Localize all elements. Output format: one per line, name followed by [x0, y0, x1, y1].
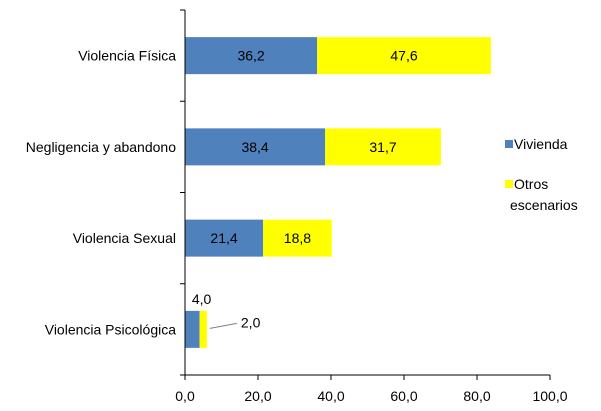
data-label: 4,0 [192, 291, 212, 307]
data-label: 38,4 [241, 139, 268, 155]
data-label: 18,8 [284, 230, 311, 246]
bar-otros-3 [199, 310, 207, 348]
data-label: 36,2 [237, 48, 264, 64]
x-tick-label: 20,0 [244, 388, 271, 404]
bar-vivienda-1 [185, 128, 326, 166]
x-tick-label: 80,0 [463, 388, 490, 404]
category-label: Negligencia y abandono [26, 139, 176, 155]
bar-vivienda-2 [185, 219, 264, 257]
legend-label-vivienda: Vivienda [514, 136, 568, 152]
legend-swatch-vivienda [505, 140, 513, 148]
axes-layer: 0,0 20,0 40,0 60,0 80,0 100,0 [175, 9, 568, 404]
data-label: 21,4 [210, 230, 237, 246]
legend-label-line: Vivienda [514, 136, 568, 152]
legend-label-otros: Otros escenarios [510, 176, 578, 213]
bar-vivienda-0 [185, 37, 318, 75]
x-tick-label: 40,0 [317, 388, 344, 404]
bar-otros-1 [325, 128, 441, 166]
bar-otros-2 [263, 219, 332, 257]
x-tick-label: 0,0 [175, 388, 195, 404]
legend: Vivienda Otros escenarios [505, 136, 578, 213]
data-label: 31,7 [369, 139, 396, 155]
category-label: Violencia Psicológica [45, 321, 176, 337]
x-tick-label: 60,0 [390, 388, 417, 404]
labels-layer: 36,2 47,6 Violencia Física 38,4 31,7 Negligen… [26, 48, 418, 338]
x-tick-label: 100,0 [532, 388, 567, 404]
data-label: 47,6 [390, 48, 417, 64]
category-label: Violencia Sexual [73, 230, 176, 246]
legend-label-line: escenarios [510, 197, 578, 213]
legend-swatch-otros [505, 180, 513, 188]
bars-layer [185, 37, 491, 348]
bar-vivienda-3 [185, 310, 200, 348]
category-label: Violencia Física [78, 48, 176, 64]
legend-label-line: Otros [514, 176, 548, 192]
data-label-leader-line [209, 322, 237, 329]
bar-otros-0 [317, 37, 491, 75]
data-label: 2,0 [241, 314, 261, 330]
